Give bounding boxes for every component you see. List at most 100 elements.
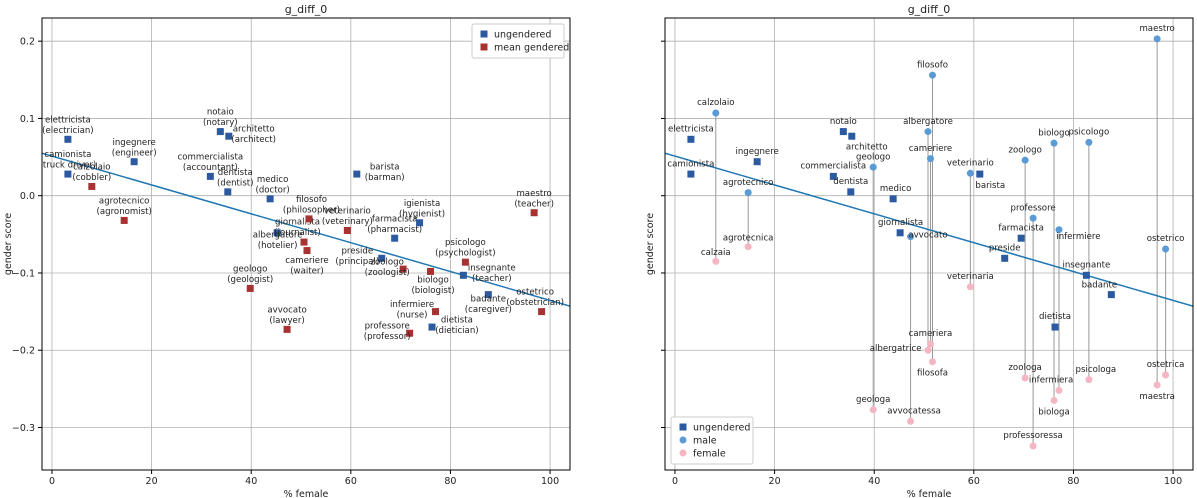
x-tick-label: 40 (245, 476, 257, 487)
data-label: biologo (biologist) (411, 275, 454, 296)
data-point (966, 283, 974, 291)
y-tick-label: −0.1 (12, 268, 35, 279)
legend-entry: mean gendered (494, 43, 569, 54)
legend-box (670, 416, 754, 465)
data-label: preside (principal) (335, 247, 379, 268)
chart-panel-1: 0 20 40 60 80 100 −0.3 −0.2 −0.1 0.0 0.1 0.2 % femal… (3, 3, 571, 498)
data-label: cameriera (909, 329, 953, 339)
data-label: giornalista (878, 218, 923, 228)
data-label: camionista (667, 159, 714, 169)
y-tick-label: 0.1 (20, 114, 35, 125)
data-label: preside (989, 243, 1021, 253)
data-label: dentista (dentist) (217, 168, 254, 189)
data-label: cameriere (waiter) (285, 256, 329, 277)
data-point (829, 172, 837, 180)
data-label: agrotecnica (723, 233, 774, 243)
data-label: architetto (846, 142, 888, 152)
legend-marker (679, 436, 687, 444)
data-label: ingegnere (engineer) (112, 138, 157, 159)
data-label: calzolaio (cobbler) (72, 163, 111, 184)
axes-frame (664, 17, 1194, 471)
data-label: avvocatessa (887, 407, 941, 417)
data-label: biologo (1038, 128, 1069, 138)
data-point (687, 135, 695, 143)
x-axis-label: % female (907, 489, 952, 498)
legend-entry: female (693, 449, 726, 460)
data-point (1051, 323, 1059, 331)
data-label: professore (professor) (364, 322, 411, 343)
data-point (966, 169, 974, 177)
data-point (712, 109, 720, 117)
data-point (1029, 214, 1037, 222)
data-point (353, 170, 361, 178)
data-label: maestro (teacher) (514, 189, 554, 210)
data-point (130, 158, 138, 166)
data-point (924, 346, 932, 354)
chart-title: g_diff_0 (285, 3, 328, 16)
data-point (538, 308, 546, 316)
data-label: albergatore (hotelier) (253, 231, 303, 252)
data-point (88, 182, 96, 190)
data-point (266, 195, 274, 203)
data-label: dietista (dietician) (435, 315, 478, 336)
data-label: infermiere (nurse) (390, 300, 434, 321)
chart-title: g_diff_0 (908, 3, 951, 16)
data-point (416, 219, 424, 227)
axes-frame (41, 17, 571, 471)
data-point (391, 234, 399, 242)
data-label: agrotecnico (agronomist) (97, 197, 152, 218)
data-label: giornalista (journalist) (274, 217, 321, 238)
plot-area: elettricista camionista ingegnere notaio arc… (665, 24, 1193, 450)
data-point (1050, 396, 1058, 404)
y-tick-label: 0.2 (20, 37, 35, 48)
data-label: avvocato (908, 230, 947, 240)
data-label: geologa (856, 395, 890, 405)
data-point (378, 254, 386, 262)
data-label: igienista (hygienist) (399, 199, 445, 220)
data-label: psicologo (psychologist) (435, 238, 496, 259)
data-point (399, 265, 407, 273)
data-label: albergatore (903, 117, 953, 127)
data-label: farmacista (pharmacist) (367, 214, 422, 235)
data-point (928, 71, 936, 79)
data-point (224, 188, 232, 196)
data-point (273, 229, 281, 237)
data-point (928, 358, 936, 366)
data-point (1017, 234, 1025, 242)
legend-marker (480, 43, 488, 51)
y-tick-label: −0.3 (12, 423, 35, 434)
data-label: notaio (830, 117, 857, 127)
data-point (744, 189, 752, 197)
legend-entry: male (693, 436, 717, 447)
data-point (976, 170, 984, 178)
data-point (869, 406, 877, 414)
y-tick-label: 0.0 (20, 191, 35, 202)
data-label: psicologo (1069, 128, 1110, 138)
data-point (406, 329, 414, 337)
data-label: geologo (856, 152, 890, 162)
data-point (926, 155, 934, 163)
legend-marker (679, 423, 687, 431)
data-point (1082, 271, 1090, 279)
data-label: insegnante (teacher) (468, 264, 516, 285)
data-point (847, 188, 855, 196)
data-label: geologo (geologist) (227, 264, 273, 285)
data-label: professoressa (1003, 431, 1062, 441)
legend-entry: ungendered (693, 423, 750, 434)
data-point (1162, 371, 1170, 379)
data-label: calzolaio (697, 98, 734, 108)
data-label: veterinario (947, 158, 994, 168)
data-label: filosofo (philosopher) (283, 195, 340, 216)
data-point (225, 132, 233, 140)
data-point (1162, 245, 1170, 253)
data-label: avvocato (lawyer) (267, 305, 306, 326)
data-point (889, 195, 897, 203)
data-label: agrotecnico (723, 178, 774, 188)
data-point (343, 226, 351, 234)
chart-panel-2: 0 20 40 60 80 100 % female gender score g_diff_0… (645, 3, 1194, 498)
data-label: cameriere (909, 144, 953, 154)
data-label: medico (880, 184, 911, 194)
data-point (924, 128, 932, 136)
y-axis-label: gender score (3, 213, 14, 275)
